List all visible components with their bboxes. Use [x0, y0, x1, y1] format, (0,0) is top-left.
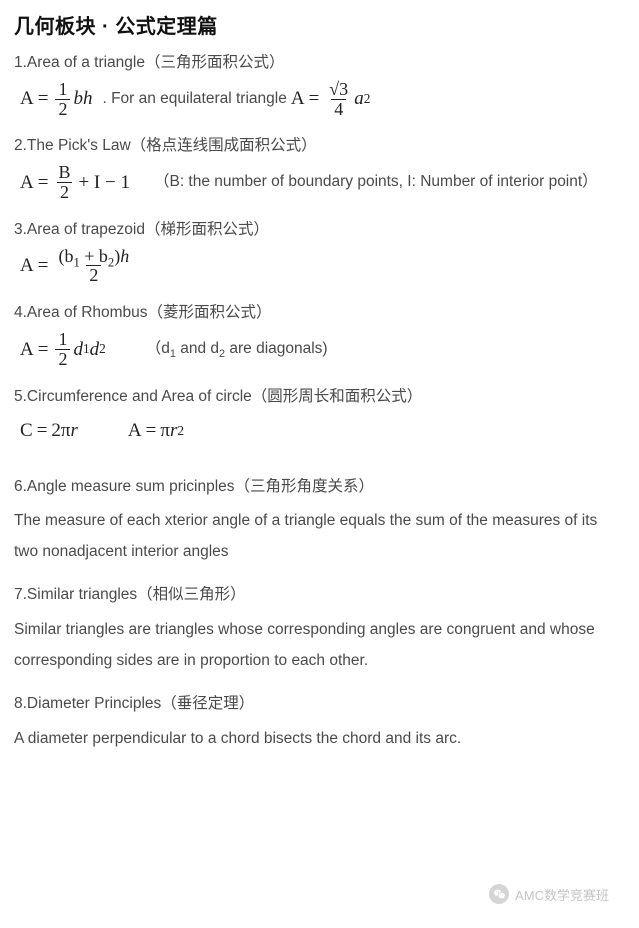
item-6-body: The measure of each xterior angle of a t…: [14, 505, 625, 567]
item-4-note: （d1 and d2 are diagonals): [146, 335, 328, 364]
watermark-text: AMC数学竞赛班: [515, 885, 609, 904]
sym-r2: r: [170, 413, 177, 448]
sym-2pi: 2π: [51, 413, 70, 448]
sym-C: C: [20, 413, 33, 448]
item-6: 6.Angle measure sum pricinples（三角形角度关系）: [14, 473, 625, 502]
item-3-formula: A = (b1 + b2)h 2: [20, 247, 625, 286]
sym-eq: =: [38, 248, 49, 283]
page-title: 几何板块 · 公式定理篇: [14, 10, 625, 39]
frac-num: 1: [55, 80, 70, 99]
sym-d1: d: [73, 332, 83, 367]
item-2-note: （B: the number of boundary points, I: Nu…: [154, 168, 598, 197]
sym-eq: =: [38, 165, 49, 200]
item-7: 7.Similar triangles（相似三角形）: [14, 581, 625, 610]
frac-den: 2: [57, 182, 72, 202]
sym-A: A: [128, 413, 142, 448]
item-1: 1.Area of a triangle（三角形面积公式） A = 1 2 bh…: [14, 49, 625, 118]
sym-r: r: [71, 413, 78, 448]
sym-a: a: [354, 81, 364, 116]
item-6-heading: 6.Angle measure sum pricinples（三角形角度关系）: [14, 473, 625, 502]
sym-A: A: [20, 165, 34, 200]
frac-half: 1 2: [55, 80, 70, 119]
item-5-heading: 5.Circumference and Area of circle（圆形周长和…: [14, 383, 625, 412]
frac-sqrt3-4: √3 4: [326, 80, 351, 119]
item-8: 8.Diameter Principles（垂径定理）: [14, 690, 625, 719]
item-8-body: A diameter perpendicular to a chord bise…: [14, 723, 625, 754]
sym-A: A: [20, 81, 34, 116]
document-page: 几何板块 · 公式定理篇 1.Area of a triangle（三角形面积公…: [0, 0, 639, 754]
frac-den: 2: [55, 99, 70, 119]
watermark: AMC数学竞赛班: [489, 884, 609, 904]
item-8-heading: 8.Diameter Principles（垂径定理）: [14, 690, 625, 719]
frac-num: √3: [326, 80, 351, 99]
frac-B-2: B 2: [55, 163, 73, 202]
item-4-formula: A = 1 2 d1 d2 （d1 and d2 are diagonals): [20, 330, 625, 369]
frac-half: 1 2: [55, 330, 70, 369]
sym-A2: A: [291, 81, 305, 116]
item-7-body: Similar triangles are triangles whose co…: [14, 614, 625, 676]
sym: + b: [80, 246, 108, 266]
sym-d2: d: [90, 332, 100, 367]
frac-num: (b1 + b2)h: [55, 247, 132, 266]
item-5-formula: C = 2πr A = πr2: [20, 413, 625, 448]
frac-den: 4: [331, 99, 346, 119]
item-2: 2.The Pick's Law（格点连线围成面积公式） A = B 2 + I…: [14, 132, 625, 201]
t: and d: [176, 340, 219, 357]
item-1-heading: 1.Area of a triangle（三角形面积公式）: [14, 49, 625, 78]
item-1-formula: A = 1 2 bh . For an equilateral triangle…: [20, 80, 625, 119]
frac-den: 2: [86, 265, 101, 285]
sym-pi: π: [160, 413, 170, 448]
item-4: 4.Area of Rhombus（菱形面积公式） A = 1 2 d1 d2 …: [14, 299, 625, 368]
item-5: 5.Circumference and Area of circle（圆形周长和…: [14, 383, 625, 449]
sym-eq: =: [38, 81, 49, 116]
t: are diagonals): [225, 340, 328, 357]
sym-h: h: [120, 246, 129, 266]
sym-A: A: [20, 332, 34, 367]
sym-eq: =: [37, 413, 48, 448]
text-equilateral: . For an equilateral triangle: [102, 85, 286, 114]
frac-num: 1: [55, 330, 70, 349]
frac-den: 2: [55, 349, 70, 369]
frac-b1b2h-2: (b1 + b2)h 2: [55, 247, 132, 286]
frac-num: B: [55, 163, 73, 182]
sym-A: A: [20, 248, 34, 283]
item-2-formula: A = B 2 + I − 1 （B: the number of bounda…: [20, 163, 625, 202]
item-2-heading: 2.The Pick's Law（格点连线围成面积公式）: [14, 132, 625, 161]
sym-eq: =: [38, 332, 49, 367]
t: （d: [146, 340, 170, 357]
sym-eq2: =: [146, 413, 157, 448]
item-3-heading: 3.Area of trapezoid（梯形面积公式）: [14, 216, 625, 245]
sym: (b: [58, 246, 73, 266]
item-7-heading: 7.Similar triangles（相似三角形）: [14, 581, 625, 610]
sym-bh: bh: [73, 81, 92, 116]
sym-eq2: =: [309, 81, 320, 116]
wechat-icon: [489, 884, 509, 904]
sym-plus-I-1: + I − 1: [78, 165, 130, 200]
item-3: 3.Area of trapezoid（梯形面积公式） A = (b1 + b2…: [14, 216, 625, 285]
item-4-heading: 4.Area of Rhombus（菱形面积公式）: [14, 299, 625, 328]
